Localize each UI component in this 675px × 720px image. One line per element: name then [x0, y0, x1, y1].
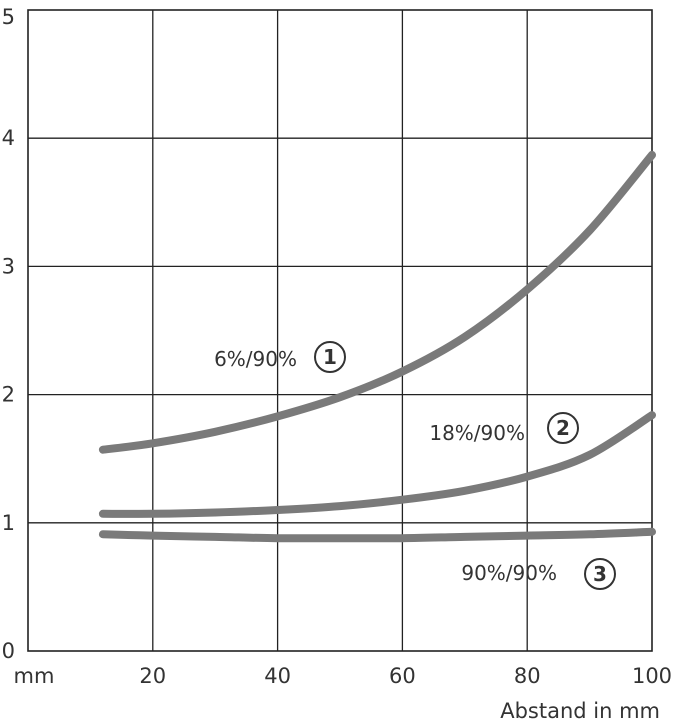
- x-tick-labels: 20 40 60 80 100: [139, 664, 672, 688]
- series-line: [98, 150, 656, 454]
- y-tick-label: 5: [2, 5, 15, 29]
- x-unit-label: mm: [14, 664, 55, 688]
- series-marker-number: 1: [323, 345, 337, 369]
- y-tick-label: 0: [2, 639, 15, 663]
- x-tick-label: 40: [264, 664, 291, 688]
- plot-frame: [27, 9, 653, 652]
- x-axis-title: Abstand in mm: [500, 699, 660, 720]
- series-labels: 6%/90% 1 18%/90% 2 90%/90% 3: [214, 341, 616, 590]
- series-marker-number: 2: [556, 416, 570, 440]
- x-tick-label: 80: [514, 664, 541, 688]
- y-tick-label: 1: [2, 511, 15, 535]
- y-tick-label: 4: [2, 126, 15, 150]
- x-tick-label: 60: [389, 664, 416, 688]
- y-tick-label: 2: [2, 383, 15, 407]
- series-marker-circle: [314, 341, 346, 373]
- series-marker-circle: [547, 412, 579, 444]
- grid: [27, 9, 653, 652]
- series-marker-circle: [584, 558, 616, 590]
- series-marker-number: 3: [593, 562, 607, 586]
- series-label: 18%/90%: [429, 421, 525, 445]
- y-tick-labels: 0 1 2 3 4 5: [2, 5, 15, 663]
- x-tick-label: 20: [139, 664, 166, 688]
- x-tick-label: 100: [632, 664, 672, 688]
- series-label: 90%/90%: [461, 561, 557, 585]
- y-tick-label: 3: [2, 254, 15, 278]
- series-line: [98, 527, 656, 543]
- series-line: [98, 411, 656, 518]
- series-lines: [98, 150, 656, 543]
- series-label: 6%/90%: [214, 347, 297, 371]
